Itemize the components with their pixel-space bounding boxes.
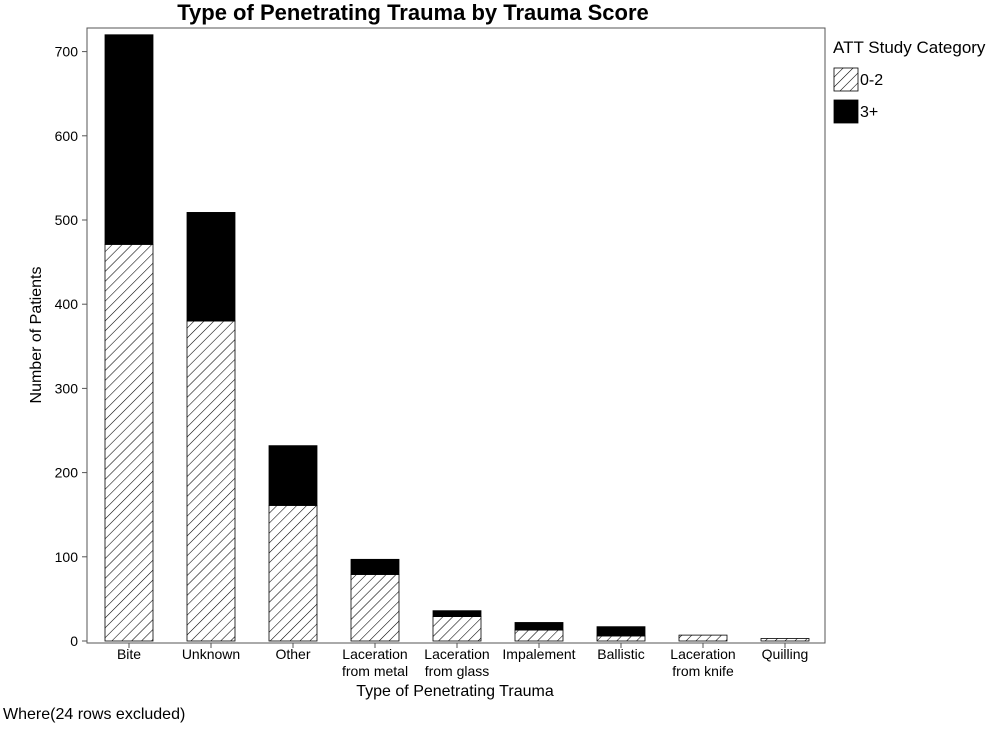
x-tick-label: Laceration from knife <box>670 646 735 679</box>
bars <box>104 34 810 642</box>
x-axis-label: Type of Penetrating Trauma <box>356 683 554 700</box>
x-tick-label: Other <box>275 646 310 662</box>
bar-segment-low <box>186 320 236 642</box>
y-tick-label: 0 <box>70 633 78 649</box>
x-tick-label: Ballistic <box>597 646 644 662</box>
bar-segment-low <box>104 244 154 642</box>
legend-swatch <box>833 99 859 124</box>
y-tick-label: 100 <box>55 549 79 565</box>
x-tick-label: Impalement <box>502 646 575 662</box>
bar-segment-low <box>350 574 400 642</box>
chart-title: Type of Penetrating Trauma by Trauma Sco… <box>177 0 649 25</box>
x-tick-label: Quilling <box>762 646 809 662</box>
y-tick-label: 500 <box>55 212 79 228</box>
bar-segment-high <box>596 626 646 637</box>
bar-segment-low <box>268 505 318 642</box>
x-tick-label: Unknown <box>182 646 240 662</box>
bar-segment-low <box>678 634 728 642</box>
legend-label: 0-2 <box>860 72 883 89</box>
y-tick-label: 300 <box>55 380 79 396</box>
y-tick-label: 600 <box>55 128 79 144</box>
chart: Type of Penetrating Trauma by Trauma Sco… <box>28 0 986 700</box>
legend: ATT Study Category 0-2 3+ <box>833 38 986 124</box>
y-axis-label: Number of Patients <box>28 267 45 404</box>
bar-segment-high <box>514 622 564 631</box>
plot-frame <box>86 27 826 644</box>
x-axis: Bite Unknown Other Laceration from metal Lace… <box>117 643 808 679</box>
bar-segment-high <box>104 34 154 245</box>
y-axis: 0 100 200 300 400 500 600 700 <box>55 44 87 649</box>
legend-title: ATT Study Category <box>833 38 986 57</box>
bar-segment-low <box>760 638 810 642</box>
y-tick-label: 700 <box>55 44 79 60</box>
bar-segment-high <box>268 445 318 506</box>
x-tick-label: Laceration from glass <box>424 646 489 679</box>
x-tick-label: Laceration from metal <box>342 646 408 679</box>
bar-segment-low <box>432 616 482 642</box>
bar-segment-low <box>514 629 564 642</box>
footnote: Where(24 rows excluded) <box>3 706 186 723</box>
legend-label: 3+ <box>860 104 878 121</box>
bar-segment-high <box>350 558 400 575</box>
bar-segment-high <box>432 610 482 617</box>
y-tick-label: 400 <box>55 296 79 312</box>
bar-segment-low <box>596 635 646 642</box>
bar-segment-high <box>186 212 236 322</box>
x-tick-label: Bite <box>117 646 141 662</box>
y-tick-label: 200 <box>55 465 79 481</box>
legend-swatch <box>833 67 859 92</box>
